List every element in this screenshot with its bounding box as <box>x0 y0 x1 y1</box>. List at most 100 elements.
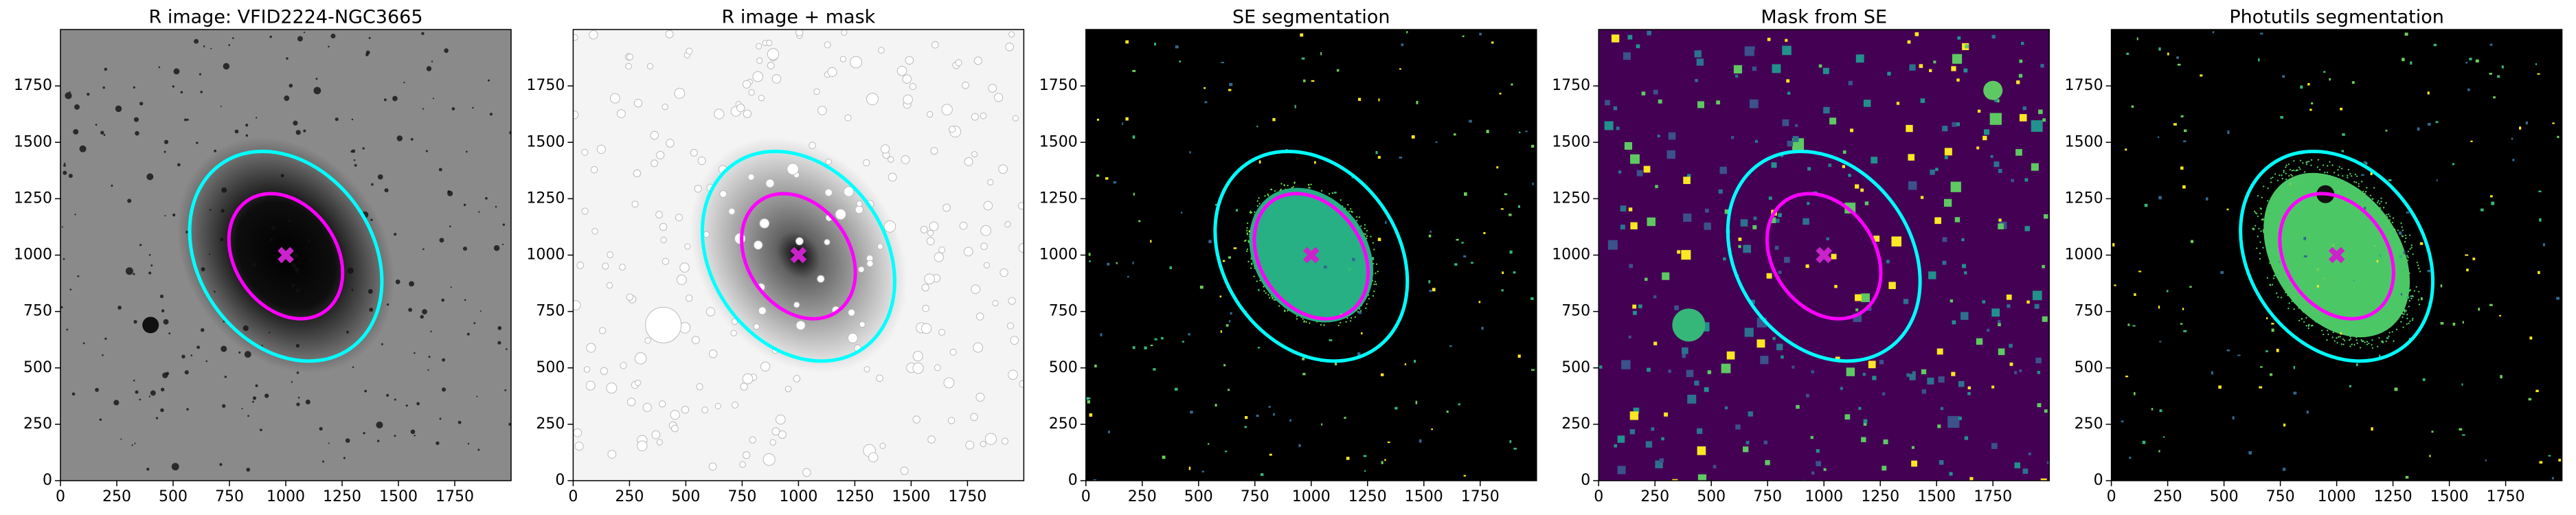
segment-pixel <box>2312 324 2314 327</box>
star <box>171 463 179 471</box>
star <box>186 118 189 122</box>
mask-square <box>1696 58 1704 66</box>
segment-pixel <box>2329 161 2331 163</box>
segment-pixel <box>1235 209 1239 211</box>
segment-pixel <box>2411 319 2414 321</box>
mask-hole <box>684 243 691 250</box>
x-tick-label: 250 <box>1640 488 1669 505</box>
mask-hole <box>883 220 896 233</box>
star <box>449 225 451 228</box>
mask-square <box>1969 477 1974 481</box>
mask-square <box>1655 460 1663 468</box>
segment-pixel <box>1363 455 1367 457</box>
segment-pixel <box>1258 196 1260 199</box>
segment-pixel <box>2358 185 2360 187</box>
mask-hole <box>975 392 985 402</box>
mask-square <box>1950 181 1961 192</box>
mask-square <box>2009 363 2013 366</box>
mask-square <box>1911 446 1914 449</box>
segment-pixel <box>1530 369 1535 371</box>
segment-pixel <box>1162 455 1166 459</box>
segment-pixel <box>1189 151 1191 154</box>
segment-pixel <box>2257 215 2259 218</box>
star <box>238 351 241 354</box>
segment-pixel <box>2183 330 2187 332</box>
segment-pixel <box>2542 243 2545 247</box>
star <box>289 83 293 88</box>
star <box>353 159 356 161</box>
segment-pixel <box>2262 218 2264 220</box>
segment-pixel <box>1499 93 1502 95</box>
segment-pixel <box>1375 283 1377 286</box>
segment-pixel <box>2465 254 2469 256</box>
segment-pixel <box>2489 43 2493 46</box>
star <box>405 404 408 407</box>
segment-pixel <box>2337 168 2339 171</box>
segment-pixel <box>2558 459 2562 462</box>
mask-hole <box>625 62 632 70</box>
segment-pixel <box>1214 204 1219 206</box>
segment-pixel <box>2342 133 2345 136</box>
mask-square <box>1681 250 1691 260</box>
mask-square <box>1805 393 1809 398</box>
mask-square <box>1939 460 1944 465</box>
star <box>146 468 150 471</box>
star <box>362 147 365 150</box>
mask-square <box>1617 435 1625 443</box>
segment-pixel <box>1089 413 1093 417</box>
mask-square <box>1787 140 1794 147</box>
segment-pixel <box>2388 335 2390 338</box>
y-tick-label: 1250 <box>2065 190 2103 207</box>
image <box>1598 30 2050 481</box>
segment-pixel <box>1132 346 1136 350</box>
x-tick-label: 500 <box>1184 488 1213 505</box>
star <box>376 421 383 428</box>
mask-square <box>1647 217 1656 227</box>
segment-pixel <box>2373 187 2375 189</box>
mask-square <box>1744 46 1754 56</box>
segment-pixel <box>2281 174 2283 176</box>
mask-square <box>2043 214 2048 219</box>
star <box>309 260 312 262</box>
star <box>205 360 208 363</box>
segment-pixel <box>2359 346 2362 349</box>
mask-square <box>1952 54 1963 64</box>
segment-pixel <box>2182 308 2184 310</box>
segment-pixel <box>1456 238 1459 241</box>
star <box>438 168 442 172</box>
mask-square <box>1976 146 1980 150</box>
segment-pixel <box>2325 339 2328 341</box>
segment-pixel <box>2346 176 2349 179</box>
segment-pixel <box>2538 271 2540 275</box>
mask-square <box>1651 427 1655 431</box>
segment-pixel <box>2360 181 2363 183</box>
segment-pixel <box>1371 257 1375 260</box>
segment-pixel <box>2406 211 2410 214</box>
star <box>313 87 321 95</box>
star <box>384 188 389 193</box>
star <box>65 92 72 100</box>
x-tick-label: 500 <box>1697 488 1726 505</box>
star <box>431 60 433 62</box>
segment-pixel <box>1399 68 1401 70</box>
segment-pixel <box>2371 198 2374 201</box>
mask-square <box>1630 154 1640 164</box>
mask-hole <box>573 34 578 41</box>
segment-pixel <box>2303 321 2305 323</box>
segment-pixel <box>1289 419 1292 422</box>
segment-pixel <box>1320 323 1322 326</box>
segment-pixel <box>2452 163 2455 165</box>
mask-hole <box>964 157 973 166</box>
segment-pixel <box>1199 286 1204 289</box>
star <box>439 238 444 243</box>
mask-hole <box>609 93 620 104</box>
segment-pixel <box>2283 170 2285 172</box>
segment-pixel <box>1150 344 1153 347</box>
mask-square <box>1774 245 1779 250</box>
star <box>73 128 79 135</box>
mask-square <box>1965 44 1969 49</box>
mask-square <box>2042 264 2045 268</box>
